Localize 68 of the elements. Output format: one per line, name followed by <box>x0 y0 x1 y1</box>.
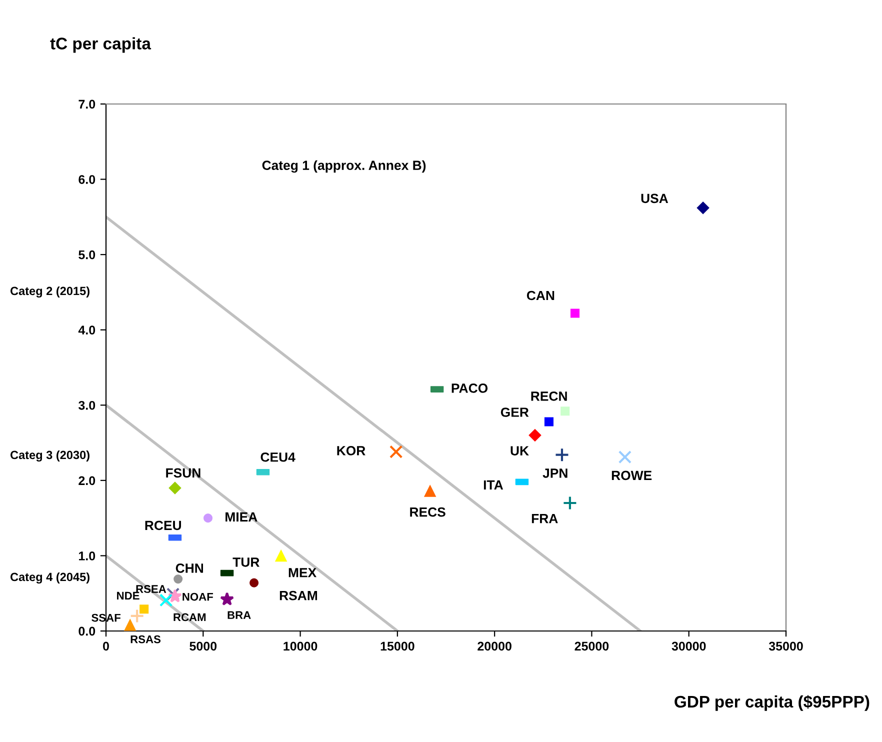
y-tick-label: 2.0 <box>78 476 96 486</box>
x-tick-label: 15000 <box>380 642 414 651</box>
series-label: ITA <box>484 480 504 490</box>
point <box>562 496 578 510</box>
series-label: BRA <box>228 611 251 619</box>
series-label: RSAM <box>280 590 318 600</box>
series-label: TUR <box>232 558 260 567</box>
series-label: KOR <box>337 446 366 456</box>
series-label: CEU4 <box>260 452 296 462</box>
point <box>696 202 710 214</box>
x-axis-title: GDP per capita ($95PPP) <box>674 695 870 711</box>
y-tick-label: 6.0 <box>78 175 96 184</box>
point <box>554 448 570 462</box>
y-tick-label: 4.0 <box>78 326 96 335</box>
series-label: UK <box>510 446 529 456</box>
point <box>124 619 136 631</box>
series-label: RCAM <box>174 613 206 622</box>
series-label: ROWE <box>612 470 652 480</box>
series-label: CAN <box>526 290 554 300</box>
point <box>220 592 234 606</box>
point <box>544 417 554 426</box>
series-label: RCEU <box>145 520 181 530</box>
series-label: RSAS <box>130 635 161 644</box>
x-tick-label: 30000 <box>672 642 706 651</box>
x-tick-label: 10000 <box>284 642 318 651</box>
point <box>174 574 183 584</box>
y-tick-label: 0.0 <box>78 626 96 636</box>
point <box>250 578 259 588</box>
series-label: NDE <box>117 592 140 600</box>
series-label: RECN <box>531 391 567 401</box>
text: Categ 4 (2045) <box>10 572 90 584</box>
series-label: FRA <box>532 514 558 524</box>
y-axis-title: tC per capita <box>50 37 152 53</box>
point <box>618 450 632 464</box>
series-label: NOAF <box>182 592 213 601</box>
point <box>275 550 287 562</box>
point <box>168 482 182 494</box>
series-label: MEX <box>288 568 316 578</box>
point <box>528 429 542 442</box>
point <box>130 608 144 624</box>
y-tick-label: 7.0 <box>78 100 96 109</box>
y-tick-label: 1.0 <box>78 552 96 560</box>
x-tick-label: 5000 <box>190 642 217 651</box>
series-label: FSUN <box>166 468 200 478</box>
x-tick-label: 20000 <box>478 642 512 651</box>
x-tick-label: 25000 <box>574 642 609 651</box>
point <box>424 485 436 497</box>
text: USA <box>641 194 668 204</box>
series-label: GER <box>500 408 529 417</box>
series-label: RECS <box>410 507 446 517</box>
point <box>159 594 173 607</box>
annotation: Categ 1 (approx. Annex B) <box>262 160 426 173</box>
y-tick-label: 5.0 <box>78 250 96 260</box>
series-label: PACO <box>452 384 488 393</box>
series-label: JPN <box>542 468 568 478</box>
point <box>203 514 213 523</box>
x-tick-label: 0 <box>103 642 109 651</box>
y-tick-label: 3.0 <box>78 400 96 410</box>
point <box>389 445 403 458</box>
point <box>570 308 580 318</box>
x-tick-label: 35000 <box>768 642 803 651</box>
text: Categ 3 (2030) <box>10 450 90 462</box>
point <box>140 604 149 614</box>
series-label: CHN <box>176 564 203 573</box>
series-label: RSEA <box>136 585 166 593</box>
point <box>560 406 570 416</box>
series-label: MIEA <box>226 512 258 522</box>
text: Categ 2 (2015) <box>10 286 90 298</box>
